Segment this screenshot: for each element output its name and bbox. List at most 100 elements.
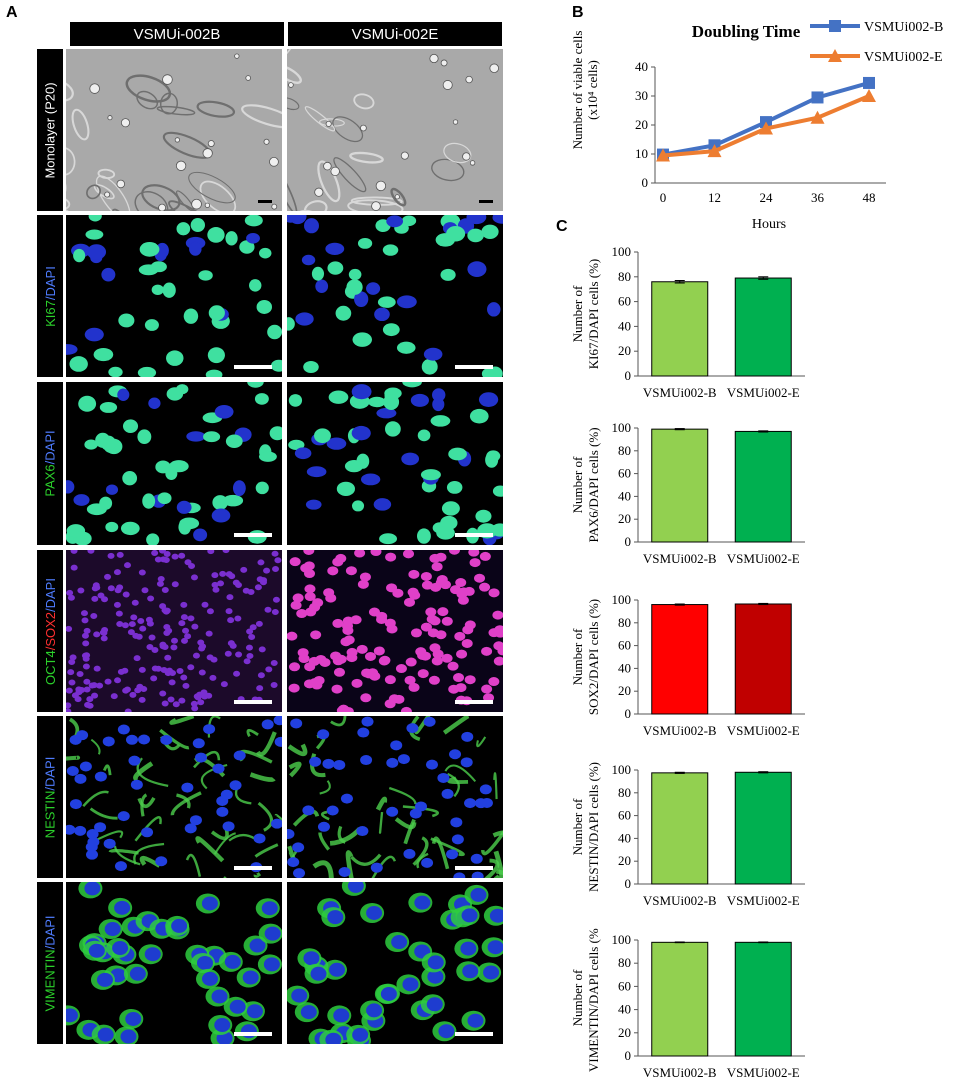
data-point — [811, 91, 824, 104]
micrograph-pax6-002b — [66, 382, 282, 545]
y-axis-label-line2: PAX6/DAPI cells (%) — [586, 427, 601, 542]
legend-marker — [828, 49, 842, 62]
doubling-time-chart: Doubling Time Number of viable cells (x1… — [570, 20, 943, 232]
row-label-part: NESTIN — [42, 790, 58, 838]
bar — [651, 772, 709, 885]
chart-title: Doubling Time — [692, 22, 801, 41]
row-label-vimentin: VIMENTIN/DAPI — [37, 882, 63, 1044]
data-point — [759, 121, 773, 135]
row-label-part: /DAPI — [42, 265, 58, 300]
y-tick-label: 100 — [612, 592, 632, 607]
y-tick-label: 100 — [612, 932, 632, 947]
category-label: VSMUi002-B — [643, 893, 717, 908]
scale-bar — [455, 700, 493, 704]
bar — [734, 603, 792, 715]
legend-label: VSMUi002-B — [864, 20, 943, 35]
y-tick-label: 0 — [625, 368, 632, 383]
y-axis-label-line2: VIMENTIN/DAPI cells (%) — [586, 928, 601, 1072]
bar — [651, 281, 709, 377]
category-label: VSMUi002-E — [727, 893, 800, 908]
ki67-bar-chart: Number of KI67/DAPI cells (%) 0 20 40 60 80 100… — [570, 244, 805, 400]
category-label: VSMUi002-B — [643, 551, 717, 566]
data-point — [810, 110, 825, 124]
row-label-nestin: NESTIN/DAPI — [37, 716, 63, 878]
bar — [734, 771, 792, 885]
x-axis-label: Hours — [752, 217, 786, 232]
bar — [651, 941, 709, 1057]
bar — [651, 604, 709, 715]
y-tick-label: 60 — [618, 978, 631, 993]
y-tick-label: 40 — [635, 59, 648, 74]
x-tick-label: 24 — [760, 190, 774, 205]
micrograph-monolayer-002b — [66, 49, 282, 211]
column-header-002b: VSMUi-002B — [70, 22, 284, 46]
y-tick-label: 60 — [618, 466, 631, 481]
micrograph-oct4sox2-002b — [66, 550, 282, 712]
micrograph-vimentin-002b — [66, 882, 282, 1044]
x-tick-label: 48 — [863, 190, 876, 205]
legend-label: VSMUi002-E — [864, 50, 943, 65]
scale-bar — [234, 533, 272, 537]
row-label-pax6: PAX6/DAPI — [37, 382, 63, 545]
x-tick-label: 36 — [811, 190, 825, 205]
row-label-monolayer: Monolayer (P20) — [37, 49, 63, 211]
legend-marker — [829, 20, 841, 32]
bar — [651, 428, 709, 543]
y-tick-label: 100 — [612, 762, 632, 777]
row-label-part: /DAPI — [42, 914, 58, 949]
y-tick-label: 20 — [618, 683, 631, 698]
scale-bar — [258, 200, 272, 203]
row-label-part: VIMENTIN — [42, 948, 58, 1012]
panel-label-a: A — [6, 4, 18, 21]
category-label: VSMUi002-E — [727, 723, 800, 738]
micrograph-vimentin-002e — [287, 882, 503, 1044]
y-tick-label: 20 — [618, 343, 631, 358]
category-label: VSMUi002-E — [727, 385, 800, 400]
y-axis-label-line2: SOX2/DAPI cells (%) — [586, 599, 601, 715]
micrograph-oct4sox2-002e — [287, 550, 503, 712]
y-tick-label: 20 — [618, 1025, 631, 1040]
y-tick-label: 40 — [618, 660, 631, 675]
row-label-part: Monolayer (P20) — [42, 81, 58, 179]
y-tick-label: 100 — [612, 420, 632, 435]
bar — [734, 277, 792, 377]
scale-bar — [455, 533, 493, 537]
y-axis-label-line2: KI67/DAPI cells (%) — [586, 259, 601, 369]
bar — [734, 941, 792, 1057]
micrograph-nestin-002b — [66, 716, 282, 878]
row-label-part: /DAPI — [42, 577, 58, 612]
row-label-part: PAX6 — [42, 464, 58, 497]
scale-bar — [455, 1032, 493, 1036]
pax6-bar-chart: Number of PAX6/DAPI cells (%) 0 20 40 60 80 100… — [570, 420, 805, 566]
y-tick-label: 0 — [625, 876, 632, 891]
bar — [734, 430, 792, 543]
y-tick-label: 100 — [612, 244, 632, 259]
y-tick-label: 80 — [618, 955, 631, 970]
panel-label-c: C — [556, 218, 568, 235]
scale-bar — [234, 1032, 272, 1036]
row-label-oct4sox2: OCT4/SOX2/DAPI — [37, 550, 63, 712]
vimentin-bar-chart: Number of VIMENTIN/DAPI cells (%) 0 20 40 60 8… — [570, 928, 805, 1080]
scale-bar — [234, 700, 272, 704]
panel-label-b: B — [572, 4, 584, 21]
y-axis-label-line1: Number of — [570, 969, 585, 1026]
y-tick-label: 40 — [618, 830, 631, 845]
x-tick-label: 12 — [708, 190, 721, 205]
y-tick-label: 30 — [635, 88, 648, 103]
y-tick-label: 20 — [618, 511, 631, 526]
y-tick-label: 80 — [618, 615, 631, 630]
column-header-002e: VSMUi-002E — [288, 22, 502, 46]
category-label: VSMUi002-B — [643, 723, 717, 738]
category-label: VSMUi002-E — [727, 1065, 800, 1080]
y-tick-label: 20 — [618, 853, 631, 868]
row-label-part: OCT4 — [42, 649, 58, 685]
y-tick-label: 60 — [618, 294, 631, 309]
y-axis-label-line2: NESTIN/DAPI cells (%) — [586, 762, 601, 892]
row-label-part: KI67 — [42, 299, 58, 327]
micrograph-pax6-002e — [287, 382, 503, 545]
y-tick-label: 0 — [642, 175, 649, 190]
y-axis-label-line1: Number of viable cells — [570, 31, 585, 150]
y-tick-label: 0 — [625, 1048, 632, 1063]
micrograph-monolayer-002e — [287, 49, 503, 211]
y-tick-label: 40 — [618, 1002, 631, 1017]
